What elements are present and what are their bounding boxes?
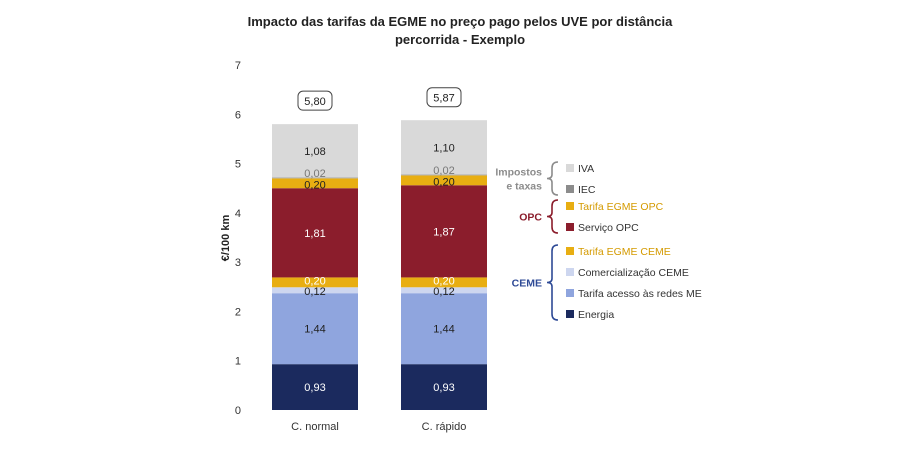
bar-segment [272,277,358,288]
legend-item-label: IVA [578,163,594,175]
legend-item-label: IEC [578,184,596,196]
bar-segment [401,185,487,278]
legend-group-label: Impostos [495,167,542,179]
legend-group-label: CEME [512,278,542,290]
data-label: 0,12 [433,286,454,298]
legend-swatch [566,289,574,297]
legend-item-label: Comercialização CEME [578,267,689,279]
legend-item-label: Tarifa EGME CEME [578,246,671,258]
bar-segment [401,174,487,176]
y-tick-label: 1 [235,356,241,368]
x-tick-label: C. rápido [422,421,467,433]
bar-segment [272,188,358,278]
legend-swatch [566,247,574,255]
y-axis-label: €/100 km [220,215,232,262]
y-tick-label: 7 [235,60,241,72]
data-label: 1,10 [433,142,454,154]
total-label: 5,87 [433,93,454,105]
data-label: 0,20 [433,275,454,287]
legend-item-label: Serviço OPC [578,222,639,234]
bar-segment [272,124,358,178]
data-label: 1,44 [304,324,325,336]
data-label: 1,87 [433,226,454,238]
bar-segment [401,120,487,175]
y-tick-label: 3 [235,257,241,269]
data-label: 1,44 [433,324,454,336]
legend-item-label: Energia [578,309,614,321]
total-label-box [426,87,462,108]
data-label: 0,02 [433,165,454,177]
data-label: 0,93 [304,382,325,394]
chart-title-line: percorrida - Exemplo [395,32,525,47]
total-label: 5,80 [304,96,325,108]
bar-segment [272,178,358,189]
legend-group-brace [546,161,559,196]
bar-segment [272,287,358,294]
y-tick-label: 5 [235,159,241,171]
bar-segment [401,287,487,294]
legend-swatch [566,223,574,231]
chart-title-line: Impacto das tarifas da EGME no preço pag… [248,14,674,29]
y-tick-label: 2 [235,306,241,318]
y-tick-label: 6 [235,109,241,121]
legend-swatch [566,164,574,172]
bar-segment [401,293,487,365]
bar-segment [272,364,358,410]
data-label: 0,12 [304,286,325,298]
y-tick-label: 0 [235,405,241,417]
bar-segment [272,177,358,179]
data-label: 1,08 [304,146,325,158]
data-label: 0,20 [433,176,454,188]
legend-item-label: Tarifa acesso às redes ME [578,288,702,300]
x-tick-label: C. normal [291,421,339,433]
data-label: 1,81 [304,228,325,240]
bar-segment [401,175,487,186]
legend-swatch [566,185,574,193]
bar-segment [401,364,487,410]
legend-group-label: e taxas [506,181,542,193]
legend-group-brace [546,199,559,234]
legend-swatch [566,268,574,276]
data-label: 0,93 [433,382,454,394]
bar-segment [272,293,358,365]
legend-group-label: OPC [519,212,542,224]
legend-swatch [566,202,574,210]
legend-swatch [566,310,574,318]
data-label: 0,20 [304,179,325,191]
data-label: 0,02 [304,168,325,180]
total-label-box [297,90,333,111]
y-tick-label: 4 [235,208,241,220]
legend-item-label: Tarifa EGME OPC [578,201,664,213]
bar-segment [401,277,487,288]
legend-group-brace [546,244,559,321]
data-label: 0,20 [304,275,325,287]
